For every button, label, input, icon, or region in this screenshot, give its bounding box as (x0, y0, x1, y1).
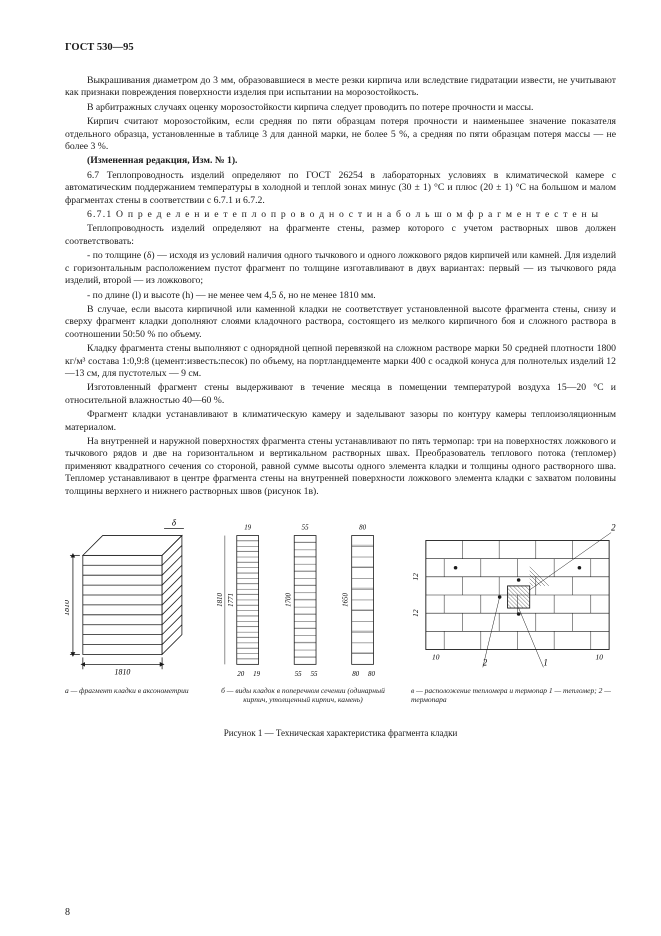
figure-a: 1810 1810 δ (65, 510, 204, 680)
p6: 6.7.1 О п р е д е л е н и е т е п л о п … (65, 209, 616, 221)
svg-text:12: 12 (411, 609, 420, 617)
p10: В случае, если высота кирпичной или каме… (65, 304, 616, 341)
p7: Теплопроводность изделий определяют на ф… (65, 223, 616, 248)
captions-row: а — фрагмент кладки в аксонометрии б — в… (65, 686, 616, 704)
svg-text:1810: 1810 (115, 667, 131, 676)
svg-text:20: 20 (237, 671, 244, 678)
svg-text:80: 80 (368, 671, 375, 678)
figure-b: 19 20 19 1810 1771 55 55 55 1700 80 80 80 1650 (212, 510, 400, 680)
figure-title: Рисунок 1 — Техническая характеристика ф… (65, 728, 616, 738)
doc-header: ГОСТ 530—95 (65, 42, 616, 53)
p1: Выкрашивания диаметром до 3 мм, образова… (65, 75, 616, 100)
figures-row: 1810 1810 δ 19 20 19 1810 1771 55 55 55 1700 80 80… (65, 510, 616, 680)
p2: В арбитражных случаях оценку морозостойк… (65, 102, 616, 114)
svg-text:1700: 1700 (285, 592, 292, 606)
svg-text:55: 55 (294, 671, 301, 678)
svg-text:1771: 1771 (228, 593, 235, 607)
svg-text:19: 19 (253, 671, 260, 678)
p13: Фрагмент кладки устанавливают в климатич… (65, 409, 616, 434)
caption-a: а — фрагмент кладки в аксонометрии (65, 686, 205, 704)
p8: - по толщине (δ) — исходя из условий нал… (65, 250, 616, 287)
svg-text:1: 1 (543, 657, 547, 667)
svg-text:2: 2 (611, 523, 616, 533)
svg-text:12: 12 (411, 573, 420, 581)
page-number: 8 (65, 907, 70, 918)
svg-text:10: 10 (595, 652, 603, 661)
p12: Изготовленный фрагмент стены выдерживают… (65, 382, 616, 407)
svg-text:80: 80 (352, 671, 359, 678)
p14: На внутренней и наружной поверхностях фр… (65, 436, 616, 498)
svg-text:2: 2 (483, 657, 488, 667)
p11: Кладку фрагмента стены выполняют с однор… (65, 343, 616, 380)
svg-text:80: 80 (359, 525, 366, 532)
svg-text:1650: 1650 (342, 592, 349, 606)
svg-text:55: 55 (301, 525, 308, 532)
figure-c: 21212121010 (408, 510, 616, 680)
svg-text:1810: 1810 (217, 592, 224, 606)
svg-text:19: 19 (244, 525, 251, 532)
p3: Кирпич считают морозостойким, если средн… (65, 116, 616, 153)
p4: (Измененная редакция, Изм. № 1). (65, 155, 616, 167)
caption-c: в — расположение тепломера и термопар 1 … (401, 686, 611, 704)
caption-b: б — виды кладок в поперечном сечении (од… (213, 686, 393, 704)
p9: - по длине (l) и высоте (h) — не менее ч… (65, 290, 616, 302)
p5: 6.7 Теплопроводность изделий определяют … (65, 170, 616, 207)
svg-text:55: 55 (310, 671, 317, 678)
svg-text:δ: δ (172, 518, 177, 528)
body-text: Выкрашивания диаметром до 3 мм, образова… (65, 75, 616, 498)
svg-text:1810: 1810 (65, 600, 71, 616)
svg-text:10: 10 (432, 652, 440, 661)
